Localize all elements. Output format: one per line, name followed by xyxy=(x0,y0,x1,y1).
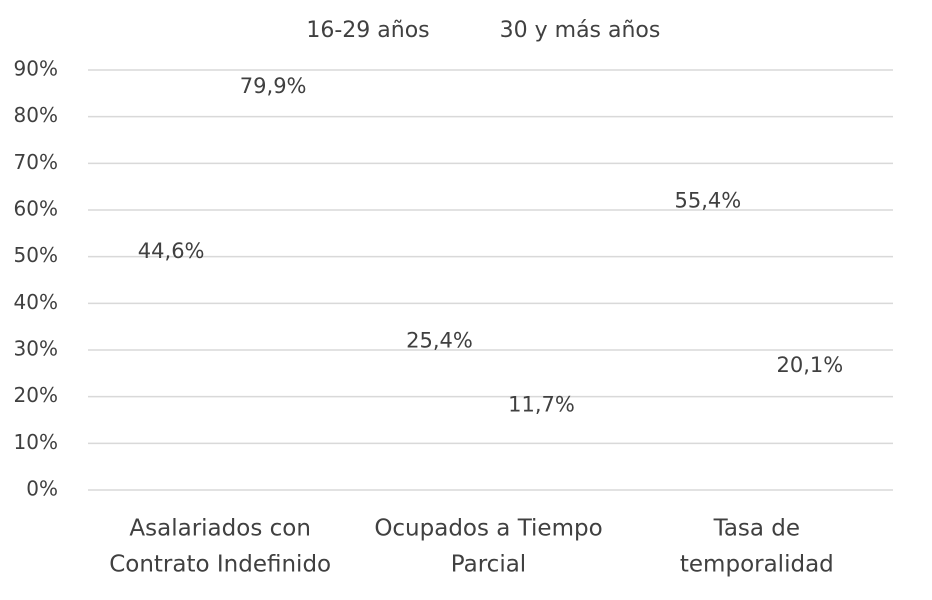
bar xyxy=(126,282,216,490)
y-tick-label: 0% xyxy=(26,477,58,501)
y-tick-label: 10% xyxy=(14,430,58,454)
x-tick-label: temporalidad xyxy=(680,552,834,578)
legend-entry: 30 y más años xyxy=(500,18,661,43)
y-tick-label: 90% xyxy=(14,57,58,81)
legend-entry: 16-29 años xyxy=(306,18,429,43)
data-label: 11,7% xyxy=(508,392,575,416)
y-tick-label: 60% xyxy=(14,197,58,221)
data-label: 44,6% xyxy=(138,239,205,263)
y-tick-label: 50% xyxy=(14,243,58,267)
x-tick-label: Ocupados a Tiempo xyxy=(374,516,602,542)
y-tick-label: 70% xyxy=(14,150,58,174)
bar xyxy=(395,371,485,490)
data-label: 25,4% xyxy=(406,328,473,352)
data-label: 20,1% xyxy=(776,353,843,377)
x-tick-label: Parcial xyxy=(451,552,526,578)
data-label: 55,4% xyxy=(674,188,741,212)
y-tick-label: 20% xyxy=(14,383,58,407)
y-tick-label: 30% xyxy=(14,337,58,361)
y-tick-label: 80% xyxy=(14,103,58,127)
bar xyxy=(663,231,753,490)
x-tick-label: Contrato Indefinido xyxy=(109,552,331,578)
x-tick-label: Asalariados con xyxy=(129,516,311,542)
data-label: 79,9% xyxy=(240,74,307,98)
x-tick-label: Tasa de xyxy=(713,516,800,542)
y-tick-label: 40% xyxy=(14,290,58,314)
